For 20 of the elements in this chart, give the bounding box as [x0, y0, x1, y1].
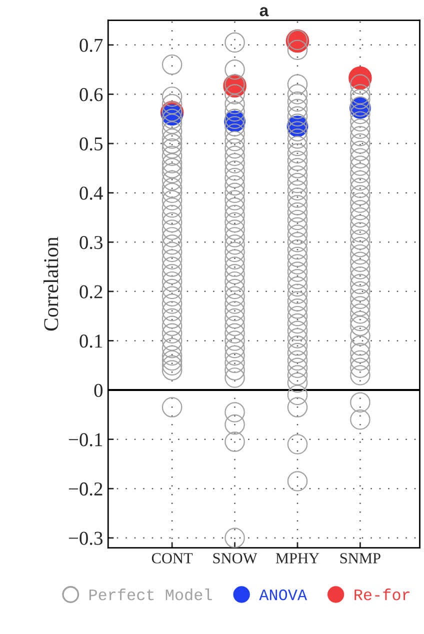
y-tick-label: 0.3	[80, 236, 102, 250]
x-tick-label: CONT	[152, 553, 193, 564]
y-tick-label: 0.6	[80, 88, 103, 102]
y-tick-label: −0.3	[68, 532, 102, 545]
y-tick-label: 0.1	[80, 334, 102, 348]
legend-label: Re-for	[354, 588, 410, 600]
x-tick-label: MPHY	[276, 553, 320, 564]
y-axis-title: Correlation	[44, 236, 58, 331]
y-tick-label: 0.4	[80, 186, 103, 200]
chart-title: a	[260, 7, 269, 16]
x-tick-label: SNOW	[213, 553, 258, 564]
legend-label: ANOVA	[259, 589, 308, 600]
y-tick-label: −0.2	[68, 482, 102, 496]
y-tick-label: 0.5	[80, 137, 102, 151]
legend-label: Perfect Model	[89, 588, 212, 600]
y-tick-label: 0.2	[80, 285, 102, 298]
y-tick-label: 0	[94, 384, 103, 397]
y-tick-label: 0.7	[80, 38, 103, 52]
y-tick-label: −0.1	[68, 433, 102, 446]
x-tick-label: SNMP	[340, 553, 380, 564]
